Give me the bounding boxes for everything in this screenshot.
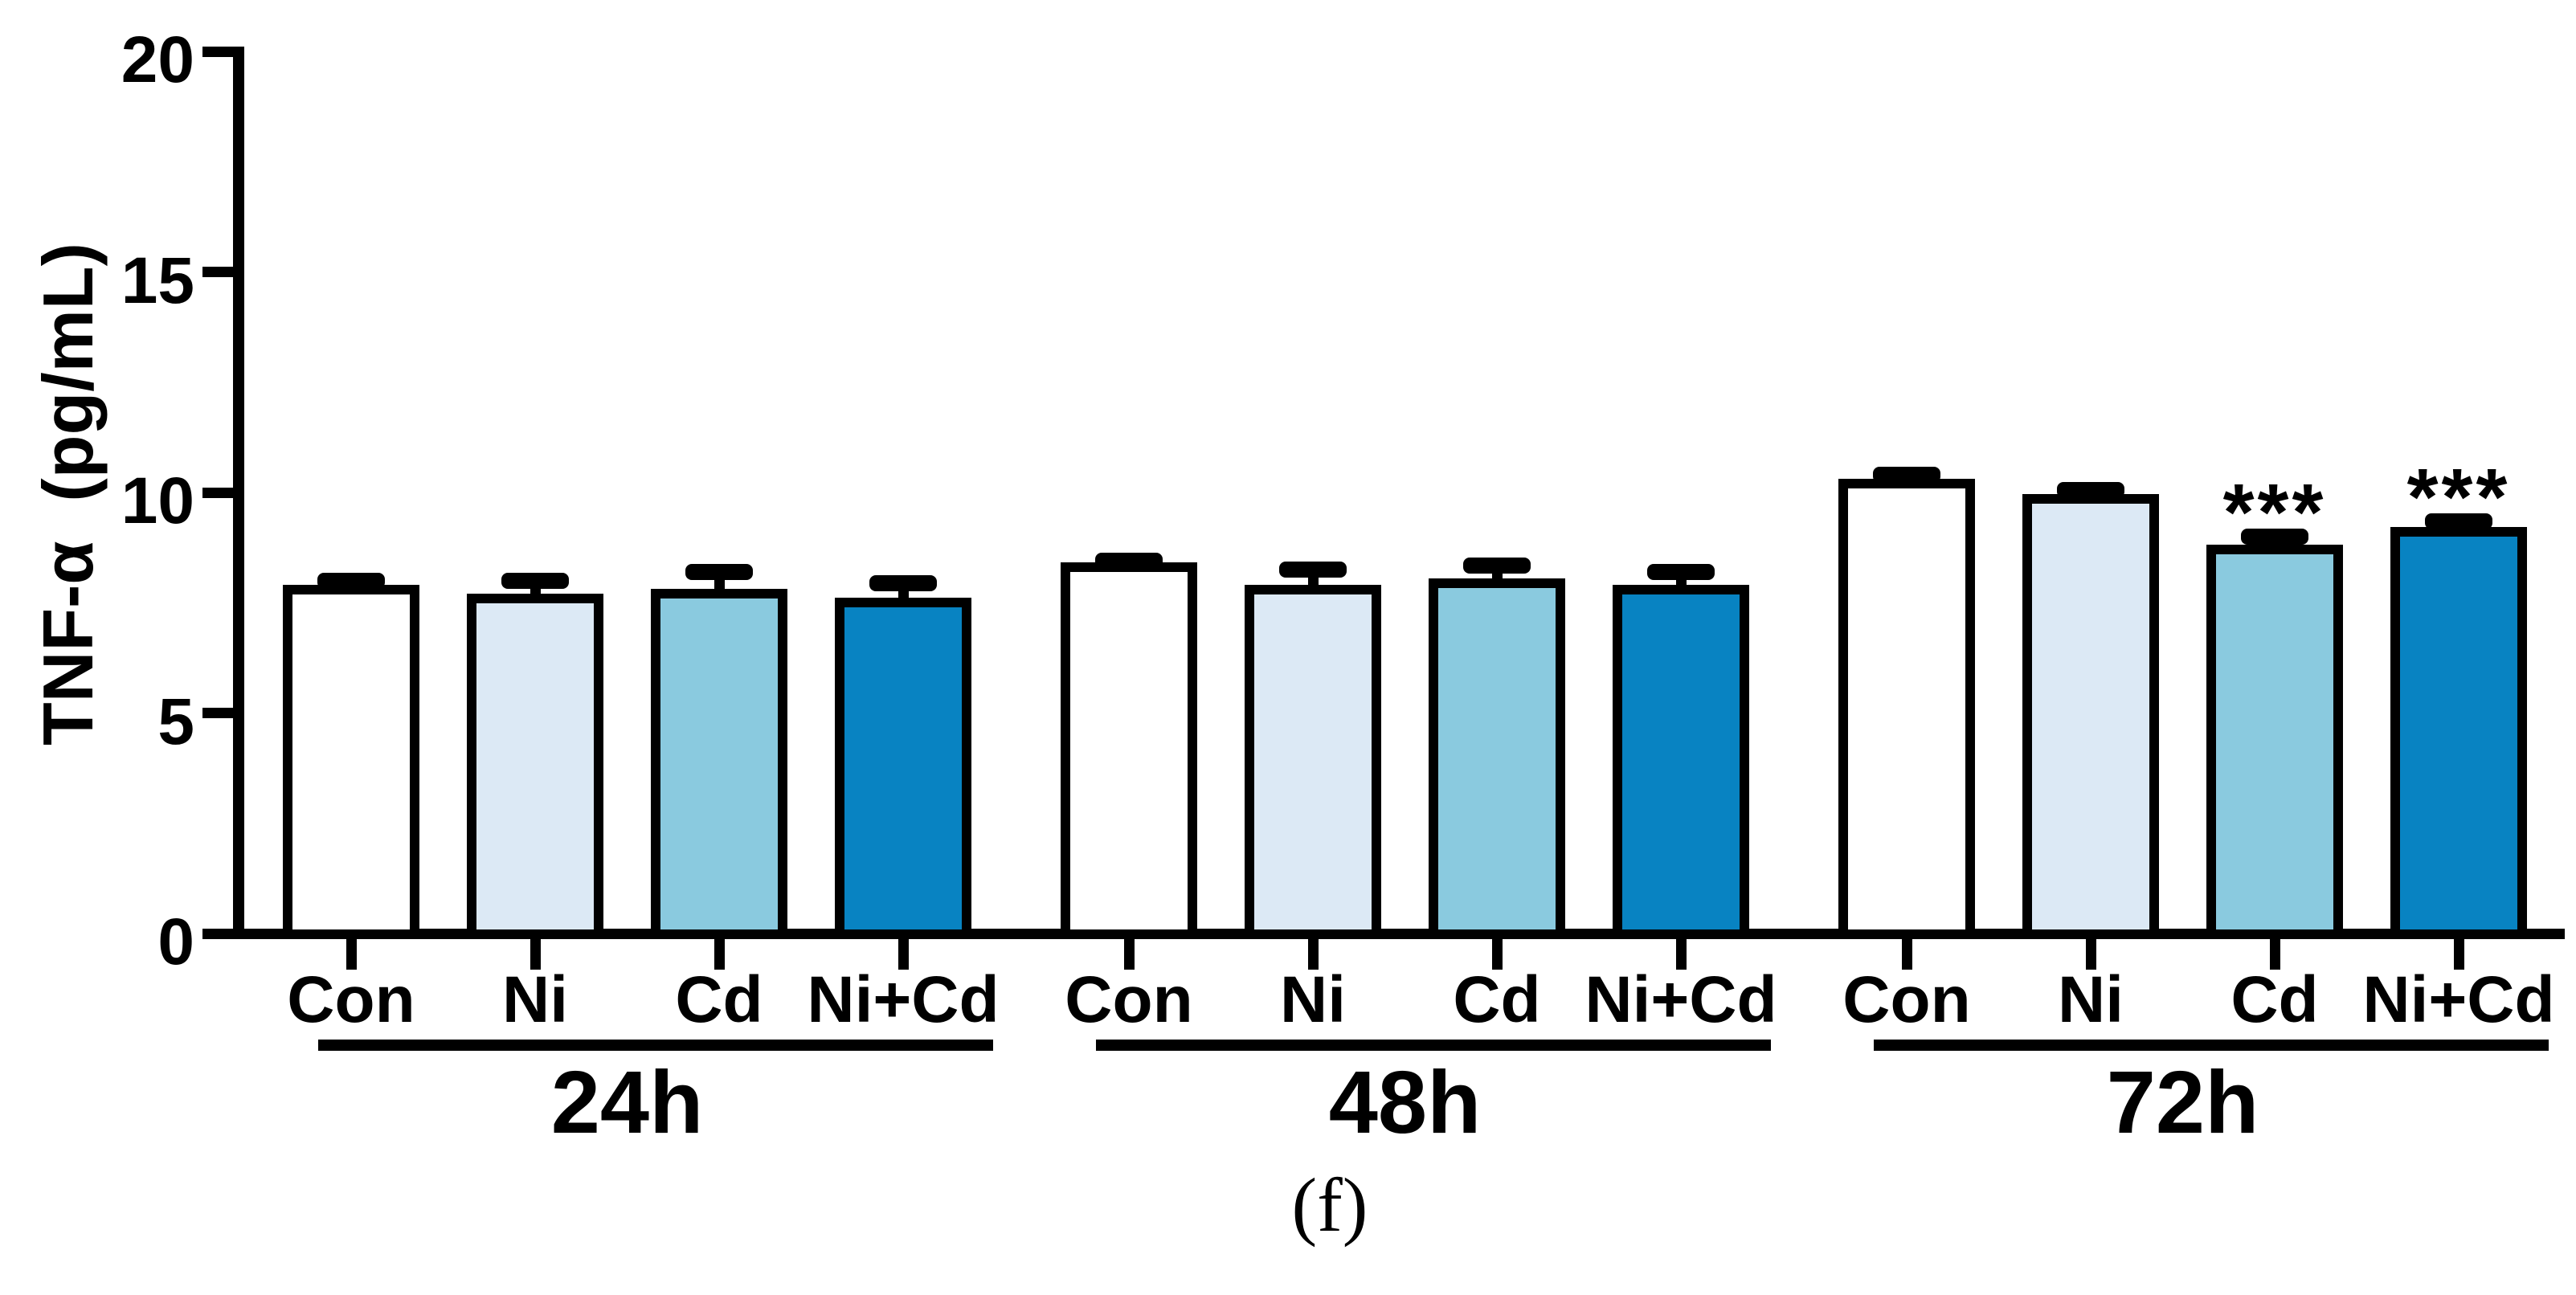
significance-stars-72h-Ni+Cd: *** bbox=[2406, 451, 2511, 542]
group-label-48h: 48h bbox=[1328, 1053, 1482, 1152]
bar-72h-Ni bbox=[2022, 494, 2159, 939]
category-label-48h-Con: Con bbox=[1065, 963, 1193, 1036]
error-bar-cap-24h-Cd bbox=[685, 563, 753, 580]
x-tick-24h-Ni+Cd bbox=[898, 939, 909, 970]
bar-24h-Cd bbox=[651, 589, 787, 939]
error-bar-cap-48h-Ni+Cd bbox=[1647, 563, 1715, 580]
x-tick-72h-Ni bbox=[2085, 939, 2096, 970]
group-underline-48h bbox=[1095, 1040, 1771, 1051]
x-tick-48h-Cd bbox=[1491, 939, 1503, 970]
category-label-72h-Ni+Cd: Ni+Cd bbox=[2362, 963, 2555, 1036]
x-axis-line bbox=[233, 929, 2565, 939]
bar-48h-Ni+Cd bbox=[1613, 584, 1749, 939]
y-tick-20 bbox=[202, 46, 243, 57]
group-label-72h: 72h bbox=[2106, 1053, 2259, 1152]
category-label-24h-Cd: Cd bbox=[675, 963, 763, 1036]
error-bar-cap-72h-Cd bbox=[2241, 528, 2308, 545]
category-label-48h-Ni: Ni bbox=[1280, 963, 1346, 1036]
y-tick-label-0: 0 bbox=[157, 905, 194, 978]
category-label-24h-Ni: Ni bbox=[502, 963, 568, 1036]
bar-72h-Ni+Cd bbox=[2390, 527, 2527, 939]
error-bar-cap-72h-Ni+Cd bbox=[2425, 513, 2492, 529]
y-tick-0 bbox=[202, 928, 243, 939]
category-label-72h-Cd: Cd bbox=[2230, 963, 2319, 1036]
y-tick-label-15: 15 bbox=[121, 243, 194, 317]
figure-caption: (f) bbox=[1291, 1162, 1368, 1248]
y-tick-10 bbox=[202, 487, 243, 498]
group-label-24h: 24h bbox=[550, 1053, 704, 1152]
bar-24h-Ni bbox=[467, 593, 603, 939]
x-tick-72h-Cd bbox=[2269, 939, 2280, 970]
group-underline-72h bbox=[1873, 1040, 2549, 1051]
x-tick-48h-Ni bbox=[1307, 939, 1319, 970]
x-tick-48h-Ni+Cd bbox=[1675, 939, 1687, 970]
x-tick-48h-Con bbox=[1123, 939, 1135, 970]
y-tick-label-10: 10 bbox=[121, 464, 194, 537]
error-bar-cap-24h-Ni+Cd bbox=[869, 574, 937, 591]
bar-24h-Con bbox=[283, 584, 419, 939]
bar-48h-Cd bbox=[1429, 578, 1565, 939]
category-label-24h-Ni+Cd: Ni+Cd bbox=[807, 963, 1000, 1036]
category-label-24h-Con: Con bbox=[287, 963, 415, 1036]
significance-stars-72h-Cd: *** bbox=[2222, 467, 2327, 558]
x-tick-24h-Con bbox=[346, 939, 357, 970]
y-tick-5 bbox=[202, 708, 243, 718]
category-label-48h-Cd: Cd bbox=[1453, 963, 1541, 1036]
bar-48h-Ni bbox=[1245, 584, 1381, 939]
y-tick-label-20: 20 bbox=[121, 23, 194, 96]
y-tick-15 bbox=[202, 267, 243, 277]
error-bar-cap-48h-Cd bbox=[1463, 557, 1531, 574]
x-tick-72h-Ni+Cd bbox=[2453, 939, 2464, 970]
group-underline-24h bbox=[317, 1040, 993, 1051]
category-label-72h-Ni: Ni bbox=[2058, 963, 2124, 1036]
category-label-72h-Con: Con bbox=[1842, 963, 1971, 1036]
y-tick-label-5: 5 bbox=[157, 684, 194, 758]
bar-72h-Con bbox=[1838, 479, 1975, 939]
error-bar-cap-48h-Ni bbox=[1279, 562, 1347, 578]
x-tick-24h-Ni bbox=[530, 939, 541, 970]
bar-72h-Cd bbox=[2206, 545, 2343, 939]
bar-24h-Ni+Cd bbox=[835, 598, 971, 939]
category-label-48h-Ni+Cd: Ni+Cd bbox=[1584, 963, 1777, 1036]
error-bar-cap-24h-Ni bbox=[501, 572, 569, 589]
x-tick-24h-Cd bbox=[714, 939, 725, 970]
bar-48h-Con bbox=[1061, 562, 1197, 939]
x-tick-72h-Con bbox=[1901, 939, 1912, 970]
